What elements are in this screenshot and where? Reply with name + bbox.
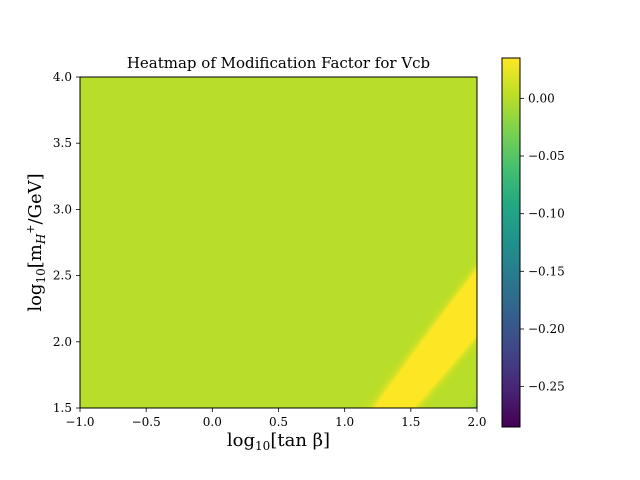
y-tick-label: 3.0 — [53, 202, 72, 216]
x-axis-label: log10[tan β] — [227, 430, 330, 453]
chart-title: Heatmap of Modification Factor for Vcb — [127, 54, 430, 72]
y-tick-label: 2.5 — [53, 269, 72, 283]
colorbar-tick-label: −0.05 — [528, 149, 565, 163]
colorbar-frame — [501, 57, 521, 428]
x-tick-label: −1.0 — [65, 415, 94, 429]
heatmap-image — [80, 77, 477, 408]
x-tick-label: 0.0 — [203, 415, 222, 429]
colorbar-gradient — [502, 58, 520, 427]
colorbar-tick-label: −0.25 — [528, 380, 565, 394]
colorbar-tick-label: 0.00 — [528, 91, 555, 105]
colorbar-tick-label: −0.10 — [528, 207, 565, 221]
x-tick-label: 1.0 — [335, 415, 354, 429]
x-tick-label: 0.5 — [269, 415, 288, 429]
y-tick-label: 1.5 — [53, 401, 72, 415]
x-tick-label: 2.0 — [467, 415, 486, 429]
y-axis-label: log10[mH+/GeV] — [24, 173, 48, 311]
y-tick-label: 2.0 — [53, 335, 72, 349]
x-tick-label: 1.5 — [401, 415, 420, 429]
colorbar-tick-label: −0.20 — [528, 322, 565, 336]
y-tick-label: 3.5 — [53, 136, 72, 150]
y-tick-label: 4.0 — [53, 70, 72, 84]
x-tick-label: −0.5 — [132, 415, 161, 429]
colorbar-tick-label: −0.15 — [528, 264, 565, 278]
